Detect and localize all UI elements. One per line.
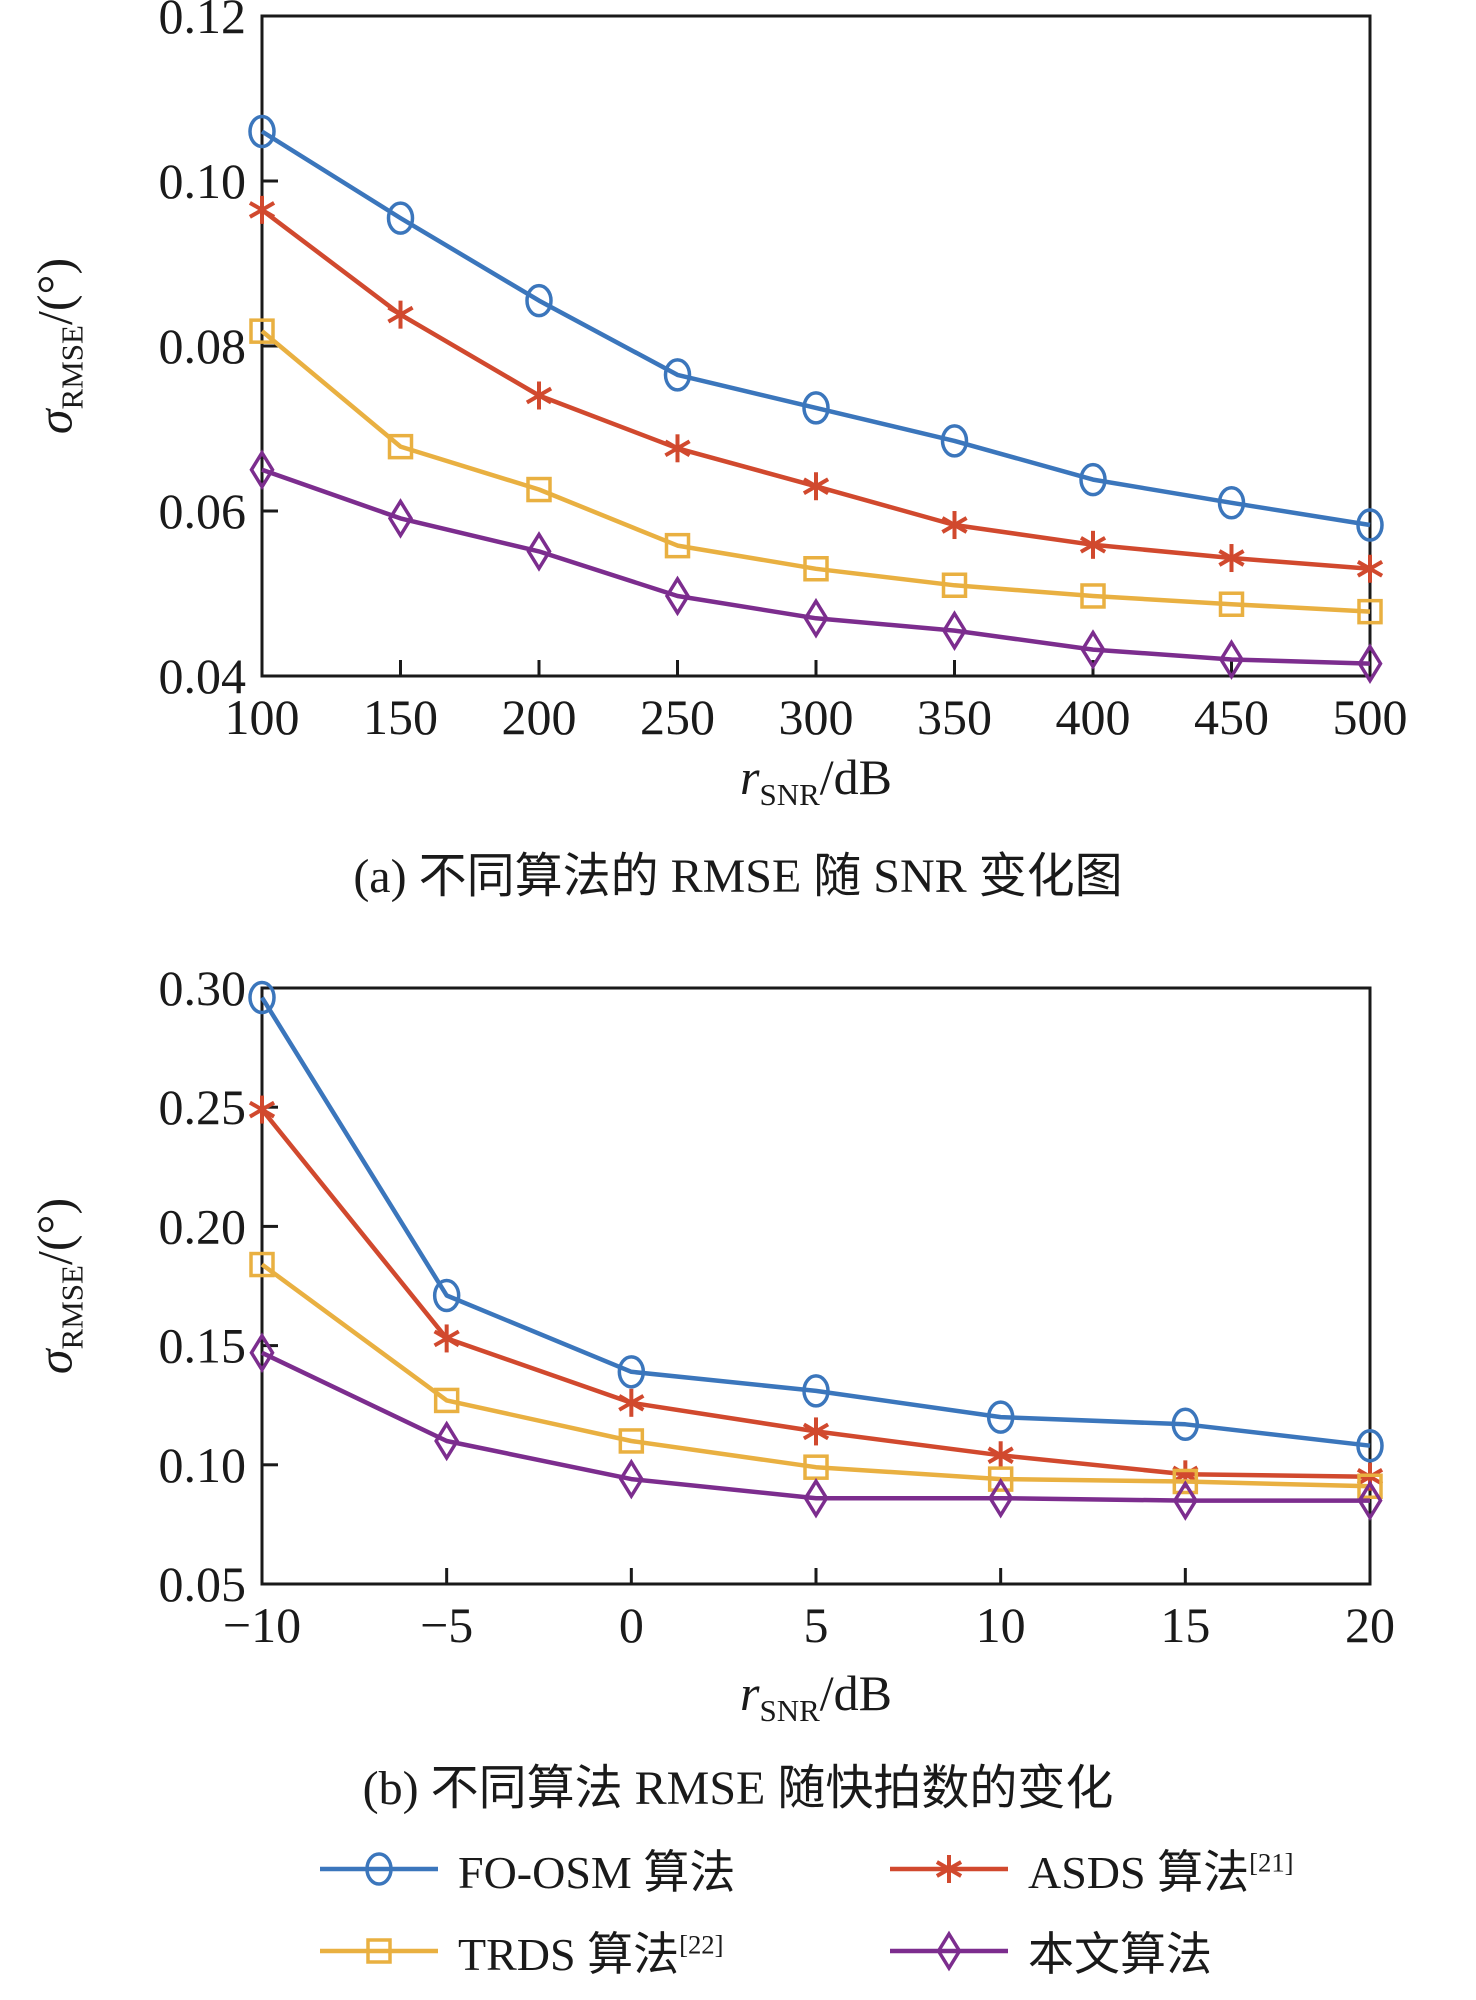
- x-tick-label-a: 350: [917, 689, 992, 745]
- legend-marker-asds-icon: [890, 1855, 1008, 1883]
- legend-label-trds: TRDS 算法[22]: [458, 1929, 724, 1980]
- x-tick-label-b: 0: [619, 1597, 644, 1653]
- ylabel-b-unit: /(°): [26, 1197, 83, 1266]
- x-tick-label-a: 450: [1194, 689, 1269, 745]
- x-tick-label-a: 100: [225, 689, 300, 745]
- series-trds-a: [249, 318, 1383, 625]
- y-tick-label-a: 0.12: [159, 0, 247, 44]
- ticks-a: 100 150 200 250 300 350 400 450 500 0.04 0.06 0.08 0…: [159, 0, 1408, 745]
- xlabel-b-subscript: SNR: [759, 1693, 820, 1728]
- x-tick-label-a: 300: [779, 689, 854, 745]
- x-tick-label-a: 150: [363, 689, 438, 745]
- x-tick-label-b: −5: [420, 1597, 473, 1653]
- x-tick-label-b: 20: [1345, 1597, 1395, 1653]
- caption-b: (b) 不同算法 RMSE 随快拍数的变化: [362, 1762, 1114, 1815]
- y-tick-label-b: 0.10: [159, 1437, 247, 1493]
- legend-marker-trds-icon: [320, 1938, 438, 1964]
- y-axis-label-b: σRMSE/(°): [26, 1198, 91, 1374]
- legend-marker-proposed-icon: [890, 1930, 1008, 1972]
- series-line-proposed: [261, 1350, 1370, 1503]
- series-line-fo_osm: [260, 996, 1371, 1448]
- legend-label-asds: ASDS 算法[21]: [1028, 1847, 1294, 1898]
- series-fo_osm-b: [248, 980, 1384, 1463]
- ylabel-a-symbol: σ: [26, 409, 83, 435]
- y-tick-label-a: 0.04: [159, 648, 247, 704]
- legend-marker-fo_osm-icon: [320, 1852, 438, 1886]
- x-tick-label-a: 500: [1333, 689, 1408, 745]
- xlabel-b-unit: /dB: [819, 1665, 893, 1721]
- legend-label-proposed: 本文算法: [1028, 1929, 1212, 1980]
- series-proposed-a: [249, 449, 1383, 684]
- y-tick-label-a: 0.10: [159, 153, 247, 209]
- series-asds-a: [248, 195, 1384, 583]
- y-tick-label-a: 0.08: [159, 318, 247, 374]
- xlabel-a-subscript: SNR: [759, 777, 820, 812]
- y-tick-label-b: 0.20: [159, 1198, 247, 1254]
- legend-label-fo_osm: FO-OSM 算法: [458, 1847, 736, 1898]
- plot-box-b: [260, 986, 1372, 1586]
- legend-item-trds: TRDS 算法[22]: [318, 1918, 888, 1984]
- x-tick-label-b: 15: [1160, 1597, 1210, 1653]
- plot-box-a: [260, 14, 1372, 678]
- series-fo_osm-a: [248, 114, 1384, 542]
- series-proposed-b: [249, 1332, 1383, 1521]
- y-tick-label-b: 0.25: [159, 1079, 247, 1135]
- y-tick-label-b: 0.15: [159, 1318, 247, 1374]
- xlabel-a-symbol: r: [739, 749, 760, 805]
- ylabel-b-subscript: RMSE: [54, 1265, 90, 1350]
- ticks-b: −10 −5 0 5 10 15 20 0.05 0.10 0.15 0.20 0.25 0.30: [159, 960, 1396, 1653]
- ylabel-a-subscript: RMSE: [54, 325, 90, 410]
- ylabel-b-symbol: σ: [26, 1349, 83, 1375]
- legend-item-proposed: 本文算法: [888, 1918, 1294, 1984]
- series-line-trds: [260, 329, 1371, 614]
- x-axis-label-b: rSNR/dB: [262, 1664, 1370, 1729]
- y-tick-label-a: 0.06: [159, 483, 247, 539]
- series-line-proposed: [261, 467, 1371, 666]
- y-tick-label-b: 0.05: [159, 1556, 247, 1612]
- caption-a: (a) 不同算法的 RMSE 随 SNR 变化图: [353, 850, 1123, 903]
- series-line-fo_osm: [260, 129, 1371, 528]
- xlabel-b-symbol: r: [739, 1665, 760, 1721]
- chart-a: 100 150 200 250 300 350 400 450 500 0.04 0.06 0.08 0…: [159, 0, 1408, 745]
- legend: FO-OSM 算法 ASDS 算法[21] TRDS 算法[22] 本文算法: [318, 1836, 1294, 1984]
- y-axis-label-a: σRMSE/(°): [26, 258, 91, 434]
- series-asds-b: [248, 1095, 1384, 1491]
- legend-item-asds: ASDS 算法[21]: [888, 1836, 1294, 1902]
- y-tick-label-b: 0.30: [159, 960, 247, 1016]
- x-tick-label-b: −10: [223, 1597, 301, 1653]
- series-line-asds: [260, 208, 1371, 572]
- ylabel-a-unit: /(°): [26, 257, 83, 326]
- x-tick-label-b: 5: [804, 1597, 829, 1653]
- x-tick-label-a: 400: [1056, 689, 1131, 745]
- x-tick-label-a: 200: [502, 689, 577, 745]
- x-tick-label-b: 10: [976, 1597, 1026, 1653]
- chart-b: −10 −5 0 5 10 15 20 0.05 0.10 0.15 0.20 0.25 0.30: [159, 960, 1396, 1653]
- x-axis-label-a: rSNR/dB: [262, 748, 1370, 813]
- xlabel-a-unit: /dB: [819, 749, 893, 805]
- x-tick-label-a: 250: [640, 689, 715, 745]
- legend-item-fo_osm: FO-OSM 算法: [318, 1836, 888, 1902]
